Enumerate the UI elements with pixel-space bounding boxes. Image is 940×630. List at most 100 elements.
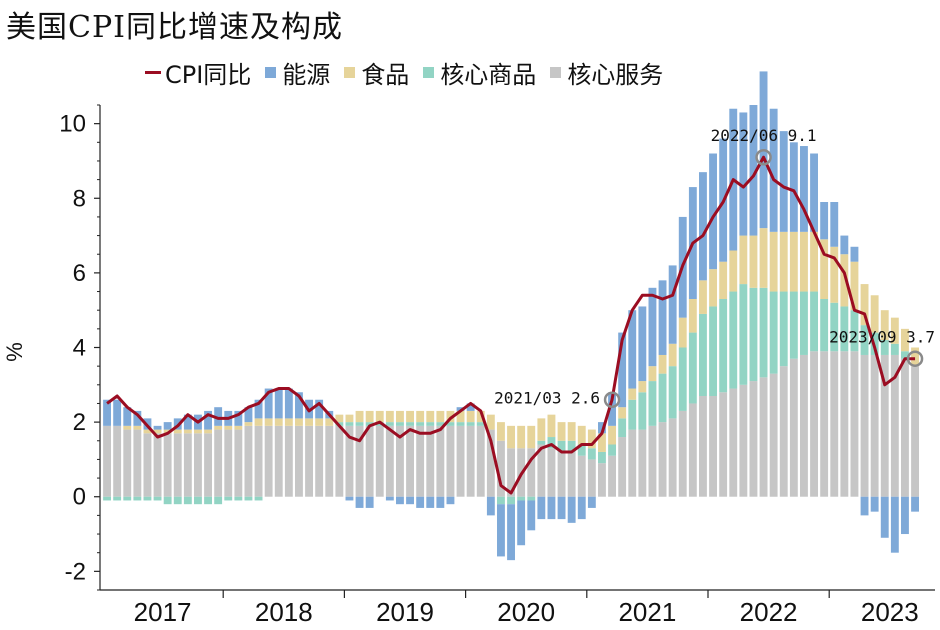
bar-core_goods (830, 302, 839, 352)
bar-core_goods (406, 422, 414, 426)
bar-food (315, 418, 324, 426)
bar-food (507, 425, 515, 449)
bar-core_goods (355, 422, 364, 426)
bar-core_goods (375, 422, 384, 426)
bar-energy (547, 496, 556, 520)
bar-core_services (638, 429, 647, 497)
bar-core_services (901, 358, 909, 497)
bar-core_goods (507, 496, 515, 505)
bar-energy (779, 131, 788, 232)
bar-food (628, 388, 637, 400)
legend-swatch-2 (344, 66, 356, 78)
bar-food (729, 250, 738, 292)
bar-core_services (335, 425, 344, 497)
bar-core_services (658, 422, 667, 497)
bar-core_goods (426, 422, 435, 426)
bar-energy (830, 202, 839, 247)
bar-food (678, 317, 687, 348)
bar-core_goods (638, 392, 647, 430)
bar-core_goods (194, 496, 202, 505)
y-tick-label: 6 (73, 260, 86, 287)
legend-label-3: 核心商品 (440, 60, 537, 89)
bar-core_goods (517, 496, 526, 501)
legend-item-1: 能源 (265, 55, 330, 90)
bar-energy (436, 496, 445, 508)
bar-core_goods (850, 310, 859, 352)
bar-food (214, 425, 223, 430)
bar-energy (466, 403, 475, 411)
bar-food (497, 422, 505, 441)
bar-core_goods (173, 496, 182, 505)
bar-energy (860, 496, 869, 516)
bar-core_goods (254, 496, 263, 501)
bar-energy (123, 407, 132, 426)
bar-energy (789, 142, 798, 232)
x-tick-label: 2022 (740, 597, 798, 627)
bar-core_services (284, 425, 293, 497)
legend-item-0: CPI同比 (145, 55, 251, 90)
bar-core_services (234, 429, 243, 497)
bar-energy (709, 153, 717, 270)
bar-food (537, 418, 546, 441)
bar-core_services (194, 433, 202, 497)
bar-core_services (355, 425, 364, 497)
bar-core_goods (244, 496, 253, 501)
y-tick-label: 8 (73, 185, 86, 212)
bar-core_services (870, 354, 879, 497)
bar-core_services (880, 354, 889, 497)
bar-energy (537, 496, 546, 520)
bar-core_goods (709, 306, 717, 396)
bar-food (820, 239, 829, 299)
bar-energy (557, 496, 566, 520)
x-tick-label: 2018 (255, 597, 313, 627)
bar-core_goods (456, 422, 465, 426)
bar-food (254, 418, 263, 426)
bar-energy (486, 496, 495, 516)
bar-food (456, 410, 465, 423)
bar-core_goods (436, 422, 445, 426)
bar-core_services (769, 373, 778, 497)
bar-core_services (476, 425, 485, 497)
bar-energy (103, 399, 111, 426)
legend-label-0: CPI同比 (165, 60, 252, 89)
bar-core_goods (577, 444, 586, 456)
bar-food (517, 425, 526, 449)
y-tick-label: -2 (65, 558, 86, 585)
bar-core_services (183, 433, 192, 497)
bar-core_services (577, 455, 586, 497)
legend-swatch-1 (265, 66, 277, 78)
bar-core_services (911, 366, 919, 497)
bar-core_goods (668, 366, 677, 419)
legend-swatch-3 (423, 66, 435, 78)
bar-core_services (648, 425, 657, 497)
bar-core_services (123, 429, 132, 497)
bar-energy (396, 496, 404, 505)
bar-food (163, 429, 172, 434)
bar-food (194, 429, 202, 434)
bar-core_goods (789, 291, 798, 359)
bar-core_goods (628, 399, 637, 430)
bar-core_services (810, 351, 818, 497)
bar-food (486, 414, 495, 430)
bar-food (436, 410, 445, 423)
bar-energy (517, 500, 526, 546)
bar-energy (284, 388, 293, 419)
bar-core_goods (204, 496, 212, 505)
bar-core_goods (557, 440, 566, 452)
bar-core_goods (385, 422, 394, 426)
bar-core_goods (183, 496, 192, 505)
bar-food (587, 429, 596, 449)
bar-core_goods (234, 496, 243, 501)
bar-food (416, 410, 425, 423)
bar-energy (567, 496, 576, 523)
annotation-label: 2022/06 9.1 (711, 126, 817, 145)
bar-core_services (113, 425, 122, 497)
bar-core_services (709, 396, 717, 497)
bar-core_goods (133, 496, 142, 501)
bar-core_goods (466, 422, 475, 426)
bar-core_services (587, 459, 596, 497)
bar-food (709, 269, 717, 307)
bar-core_services (729, 388, 738, 497)
bar-food (759, 228, 768, 288)
